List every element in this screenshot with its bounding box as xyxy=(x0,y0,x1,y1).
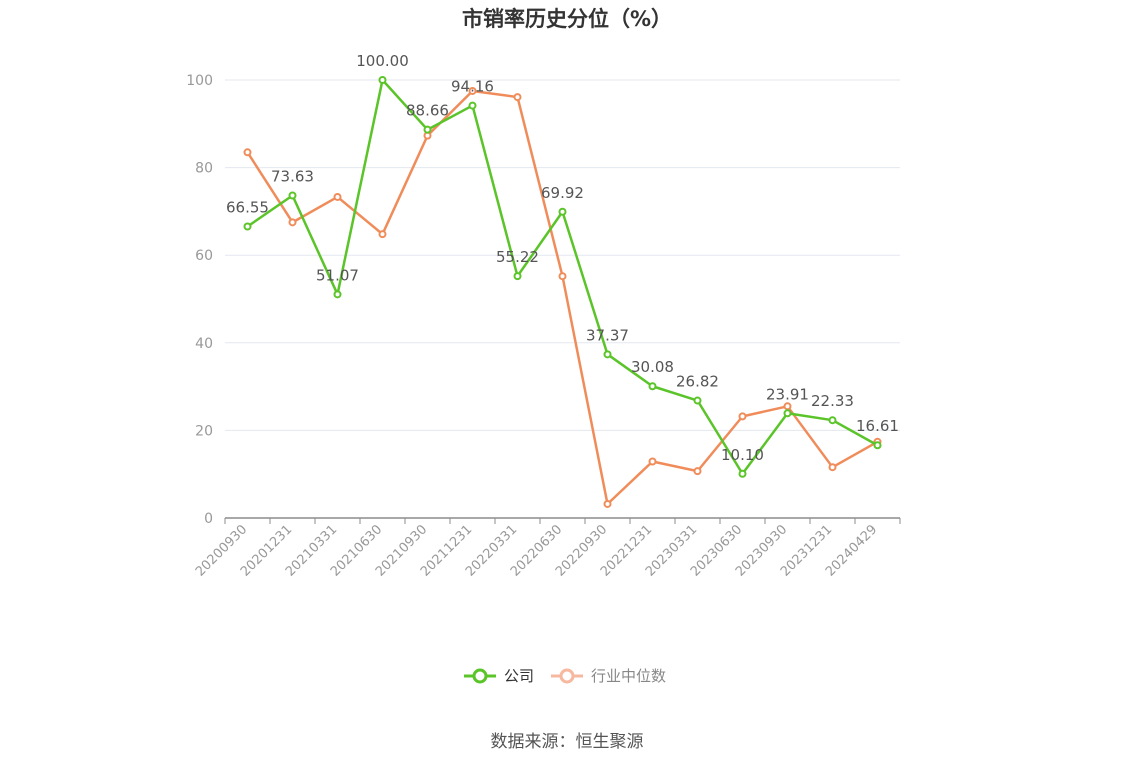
data-point-company xyxy=(873,441,882,450)
data-label: 69.92 xyxy=(541,184,584,202)
data-point-company xyxy=(243,222,252,231)
chart-title: 市销率历史分位（%） xyxy=(462,7,672,31)
axes: 0204060801002020093020201231202103312021… xyxy=(186,73,901,580)
data-label: 100.00 xyxy=(356,52,409,70)
y-tick-label: 80 xyxy=(195,161,213,177)
data-point-company xyxy=(693,396,702,405)
data-point-company xyxy=(738,469,747,478)
data-point-industry-median xyxy=(378,230,387,239)
data-label: 22.33 xyxy=(811,392,854,410)
data-point-industry-median xyxy=(513,93,522,102)
y-tick-label: 0 xyxy=(204,511,213,527)
data-point-company xyxy=(558,207,567,216)
legend-item-company[interactable]: 公司 xyxy=(464,667,534,685)
data-point-industry-median xyxy=(558,272,567,281)
legend-item-industry-median[interactable]: 行业中位数 xyxy=(551,667,666,685)
series-layer xyxy=(243,76,882,508)
y-tick-label: 40 xyxy=(195,336,213,352)
data-point-industry-median xyxy=(288,218,297,227)
data-point-industry-median xyxy=(468,86,477,95)
legend-label-industry-median: 行业中位数 xyxy=(591,667,666,685)
data-point-company xyxy=(333,290,342,299)
data-point-company xyxy=(288,191,297,200)
data-label: 55.22 xyxy=(496,248,539,266)
grid-lines xyxy=(225,79,900,431)
data-point-company xyxy=(648,382,657,391)
data-point-industry-median xyxy=(828,463,837,472)
legend[interactable]: 公司 行业中位数 xyxy=(464,667,666,685)
y-tick-label: 20 xyxy=(195,423,213,439)
data-label: 16.61 xyxy=(856,417,899,435)
series-line-industry-median xyxy=(246,89,879,506)
data-point-industry-median xyxy=(693,467,702,476)
y-tick-label: 60 xyxy=(195,248,213,264)
data-point-company xyxy=(468,101,477,110)
data-label: 37.37 xyxy=(586,326,629,344)
data-point-company xyxy=(423,125,432,134)
data-point-industry-median xyxy=(783,402,792,411)
data-point-company xyxy=(603,350,612,359)
data-point-industry-median xyxy=(603,499,612,508)
legend-label-company: 公司 xyxy=(504,667,534,685)
data-point-company xyxy=(378,76,387,84)
data-point-company xyxy=(513,272,522,281)
data-point-industry-median xyxy=(243,148,252,157)
data-point-industry-median xyxy=(333,192,342,201)
data-point-company xyxy=(783,409,792,418)
data-label: 94.16 xyxy=(451,78,494,96)
data-label: 26.82 xyxy=(676,373,719,391)
data-source: 数据来源：恒生聚源 xyxy=(491,732,644,752)
data-label: 23.91 xyxy=(766,385,809,403)
data-label: 88.66 xyxy=(406,102,449,120)
y-tick-label: 100 xyxy=(186,73,213,89)
data-point-industry-median xyxy=(738,412,747,421)
data-label: 10.10 xyxy=(721,446,764,464)
data-point-company xyxy=(828,416,837,425)
data-label: 73.63 xyxy=(271,168,314,186)
data-label: 30.08 xyxy=(631,358,674,376)
data-label: 66.55 xyxy=(226,199,269,217)
data-point-industry-median xyxy=(648,457,657,466)
data-label: 51.07 xyxy=(316,266,359,284)
